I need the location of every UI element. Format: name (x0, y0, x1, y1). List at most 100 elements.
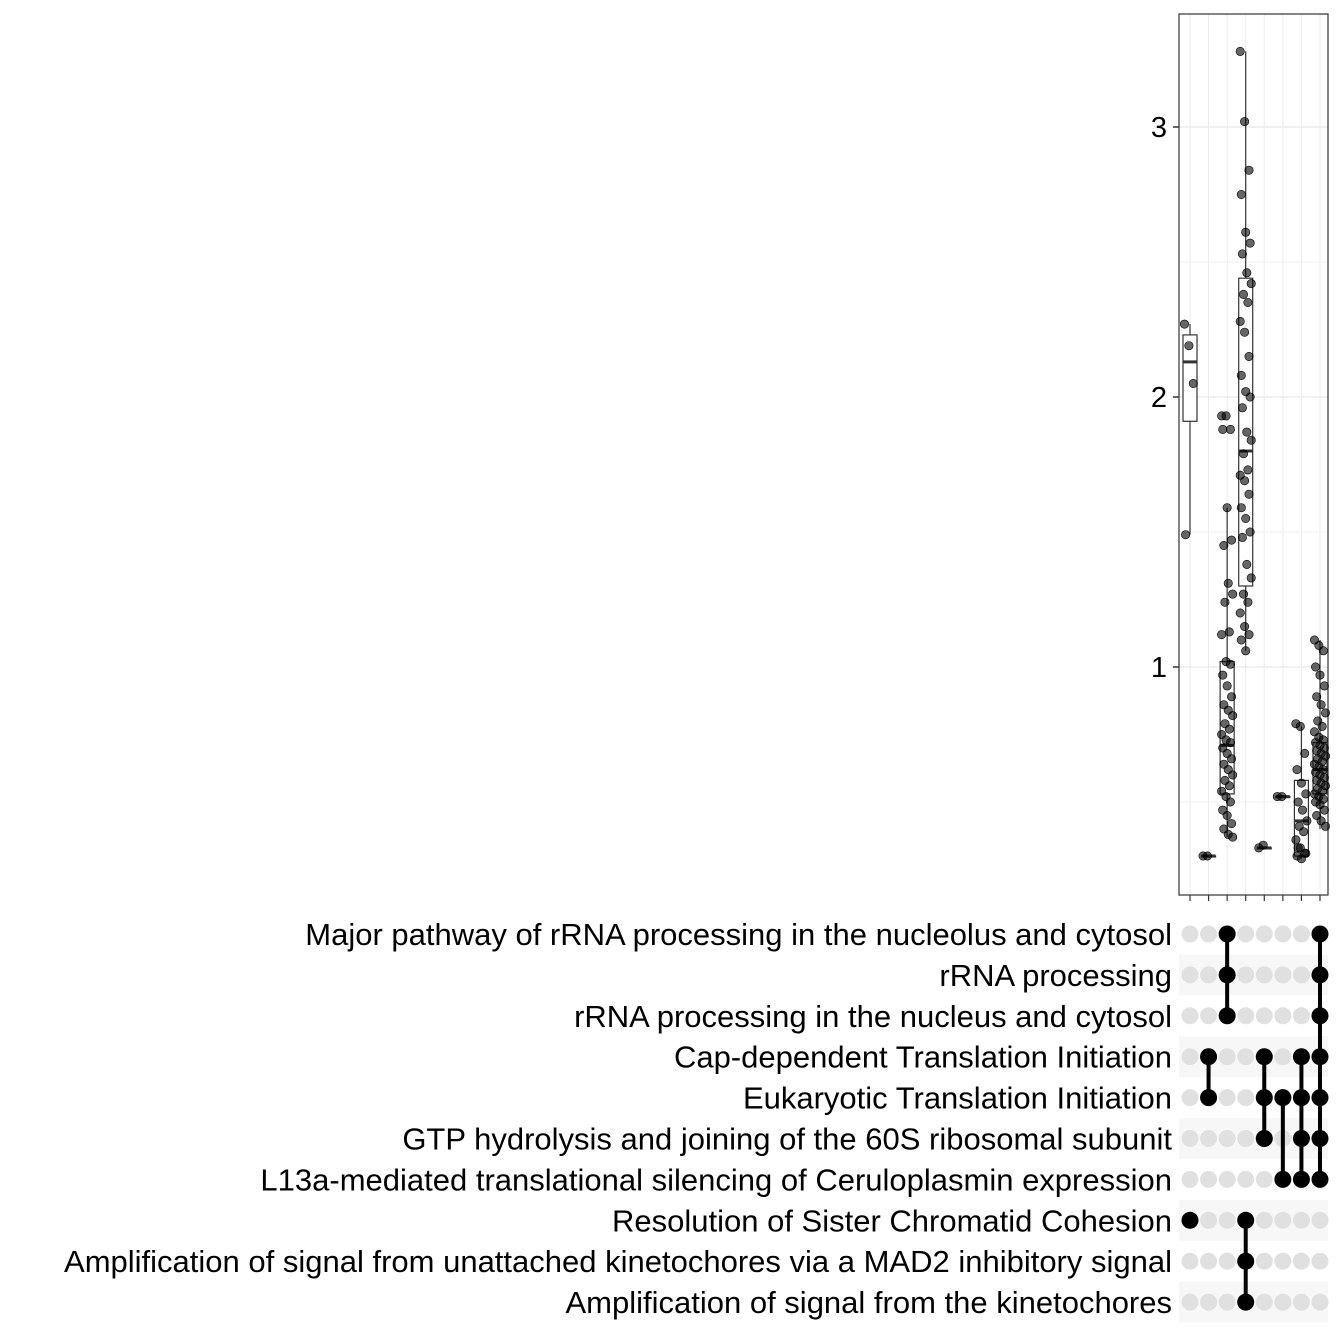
matrix-dot-empty (1274, 925, 1292, 943)
data-point (1315, 670, 1325, 680)
data-point (1299, 827, 1309, 837)
data-point (1277, 792, 1287, 802)
matrix-dot-empty (1292, 925, 1310, 943)
data-point (1240, 476, 1250, 486)
intersection-column (1291, 719, 1312, 864)
data-point (1218, 424, 1228, 434)
matrix-dot-filled (1292, 1170, 1310, 1188)
data-point (1243, 297, 1253, 307)
matrix-dot-empty (1200, 925, 1218, 943)
matrix-dot-empty (1255, 1211, 1273, 1229)
matrix-dot-empty (1200, 1211, 1218, 1229)
data-point (1240, 327, 1250, 337)
data-point (1236, 503, 1246, 513)
data-point (1245, 238, 1255, 248)
set-label: GTP hydrolysis and joining of the 60S ri… (402, 1122, 1172, 1157)
data-point (1219, 540, 1229, 550)
matrix-dot-filled (1255, 1130, 1273, 1147)
data-point (1227, 692, 1237, 702)
matrix-dot-filled (1237, 1211, 1255, 1229)
matrix-dot-empty (1218, 1293, 1236, 1311)
matrix-dot-empty (1218, 1211, 1236, 1229)
data-point (1243, 597, 1253, 607)
set-label: Amplification of signal from unattached … (64, 1244, 1172, 1279)
data-point (1318, 646, 1328, 656)
data-point (1241, 227, 1251, 237)
data-point (1227, 819, 1237, 829)
data-point (1302, 816, 1312, 826)
data-point (1243, 465, 1253, 475)
data-point (1218, 670, 1228, 680)
matrix-dot-filled (1200, 1048, 1218, 1066)
data-point (1220, 597, 1230, 607)
data-point (1239, 589, 1249, 599)
data-point (1236, 635, 1246, 645)
data-point (1301, 848, 1311, 858)
data-point (1320, 821, 1330, 831)
matrix-dot-filled (1255, 1089, 1273, 1107)
matrix-dot-filled (1181, 1211, 1199, 1229)
intersection-column (1272, 792, 1291, 802)
data-point (1224, 724, 1234, 734)
matrix-dot-empty (1255, 1293, 1273, 1311)
intersection-column (1217, 411, 1238, 842)
data-point (1241, 646, 1251, 656)
data-point (1245, 392, 1255, 402)
data-point (1317, 721, 1327, 731)
data-point (1181, 530, 1191, 540)
data-point (1244, 489, 1254, 499)
data-point (1298, 805, 1308, 815)
matrix-dot-filled (1255, 1048, 1273, 1066)
matrix-dot-empty (1181, 1007, 1199, 1025)
intersection-matrix (1179, 925, 1329, 1323)
plot-border (1178, 13, 1329, 896)
data-point (1223, 578, 1233, 588)
data-point (1293, 797, 1303, 807)
data-point (1311, 662, 1321, 672)
matrix-dot-filled (1292, 1089, 1310, 1107)
matrix-dot-filled (1311, 925, 1329, 943)
matrix-dot-empty (1200, 1293, 1218, 1311)
data-point (1180, 319, 1190, 329)
matrix-dot-empty (1311, 1293, 1329, 1311)
matrix-dot-empty (1181, 925, 1199, 943)
plot-background (1179, 14, 1328, 895)
data-point (1228, 832, 1238, 842)
data-point (1295, 721, 1305, 731)
matrix-dot-empty (1237, 925, 1255, 943)
matrix-dot-empty (1181, 966, 1199, 984)
set-label: Cap-dependent Translation Initiation (674, 1040, 1172, 1075)
matrix-dot-empty (1292, 1293, 1310, 1311)
matrix-dot-empty (1237, 1089, 1255, 1107)
data-point (1239, 289, 1249, 299)
set-label: Eukaryotic Translation Initiation (743, 1081, 1172, 1116)
matrix-dot-empty (1237, 1048, 1255, 1066)
data-point (1246, 435, 1256, 445)
intersection-column (1198, 851, 1217, 861)
data-point (1217, 630, 1227, 640)
matrix-dot-empty (1200, 1252, 1218, 1270)
data-point (1312, 692, 1322, 702)
data-point (1221, 411, 1231, 421)
data-point (1222, 681, 1232, 691)
matrix-dot-filled (1274, 1089, 1292, 1107)
matrix-dot-empty (1237, 1170, 1255, 1188)
matrix-dot-empty (1292, 966, 1310, 984)
data-point (1237, 403, 1247, 413)
data-point (1227, 535, 1237, 545)
data-point (1235, 46, 1245, 56)
data-point (1244, 630, 1254, 640)
data-point (1225, 797, 1235, 807)
intersection-column (1180, 319, 1198, 540)
matrix-dot-empty (1274, 1211, 1292, 1229)
data-point (1316, 700, 1326, 710)
data-point (1244, 351, 1254, 361)
matrix-dot-empty (1255, 966, 1273, 984)
data-point (1258, 840, 1268, 850)
matrix-dot-empty (1237, 966, 1255, 984)
data-point (1222, 810, 1232, 820)
data-point (1319, 681, 1329, 691)
data-point (1300, 748, 1310, 758)
matrix-dot-empty (1200, 1130, 1218, 1147)
